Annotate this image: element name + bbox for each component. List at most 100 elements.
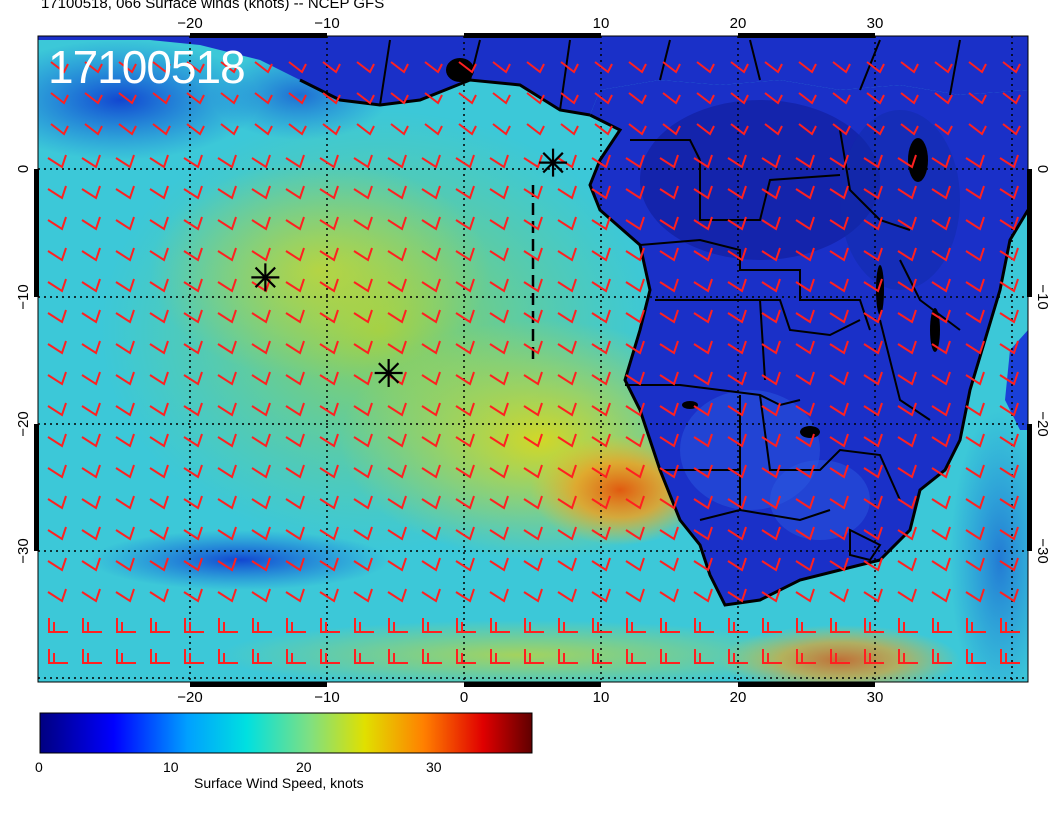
wind-barb: [489, 185, 509, 200]
wind-barb: [285, 371, 305, 386]
wind-barb: [285, 495, 305, 510]
wind-barb: [625, 526, 645, 541]
wind-barb: [693, 557, 713, 572]
wind-barb: [424, 92, 443, 105]
wind-barb: [251, 464, 271, 479]
wind-barb: [217, 526, 237, 541]
wind-barb: [897, 557, 917, 572]
wind-barb: [149, 495, 169, 510]
wind-barb: [931, 402, 951, 417]
wind-barb: [934, 61, 953, 74]
wind-barb: [81, 433, 101, 448]
wind-barb: [217, 371, 237, 386]
wind-barb: [591, 185, 611, 200]
wind-barb: [115, 278, 135, 293]
wind-barb: [150, 618, 170, 633]
wind-barb: [81, 588, 101, 603]
wind-barb: [659, 557, 679, 572]
wind-barb: [421, 340, 441, 355]
wind-barb: [625, 340, 645, 355]
wind-barb: [795, 402, 815, 417]
wind-barb: [149, 526, 169, 541]
wind-barb: [727, 433, 747, 448]
wind-barb: [455, 216, 475, 231]
wind-barb: [455, 309, 475, 324]
wind-barb: [965, 557, 985, 572]
wind-barb: [591, 464, 611, 479]
wind-barb: [319, 495, 339, 510]
wind-barb: [761, 185, 781, 200]
wind-barb: [863, 464, 883, 479]
wind-barb: [863, 588, 883, 603]
wind-barb: [897, 526, 917, 541]
wind-barb: [761, 557, 781, 572]
wind-barb: [557, 433, 577, 448]
lake-tanganyika: [876, 265, 884, 315]
wind-barb: [322, 61, 341, 74]
wind-barb: [897, 185, 917, 200]
wind-barb: [557, 309, 577, 324]
wind-barb: [727, 247, 747, 262]
wind-barb: [152, 123, 171, 136]
wind-barb: [900, 92, 919, 105]
wind-barb: [863, 185, 883, 200]
wind-barb: [866, 61, 885, 74]
wind-barb: [251, 402, 271, 417]
wind-barb: [591, 557, 611, 572]
wind-barb: [557, 340, 577, 355]
wind-barb: [186, 123, 205, 136]
wind-barb: [489, 464, 509, 479]
lat-left-tick: 0: [15, 165, 32, 173]
colorbar-tick: 10: [163, 759, 179, 775]
wind-barb: [659, 371, 679, 386]
wind-barb: [81, 371, 101, 386]
wind-barb: [387, 557, 407, 572]
wind-barb: [319, 588, 339, 603]
wind-barb: [728, 618, 748, 633]
colorbar-tick: 30: [426, 759, 442, 775]
wind-barb: [254, 92, 273, 105]
wind-barb: [660, 649, 680, 664]
wind-barb: [628, 92, 647, 105]
wind-barb: [217, 216, 237, 231]
wind-barb: [764, 92, 783, 105]
wind-barb: [353, 278, 373, 293]
wind-barb: [829, 402, 849, 417]
wind-barb: [217, 185, 237, 200]
wind-barb: [761, 402, 781, 417]
wind-barb: [659, 495, 679, 510]
wind-barb: [798, 92, 817, 105]
wind-barb: [149, 340, 169, 355]
wind-barb: [422, 649, 442, 664]
wind-barb: [761, 526, 781, 541]
wind-barb: [421, 216, 441, 231]
wind-barb: [285, 216, 305, 231]
wind-barb: [696, 61, 715, 74]
marker-1: [539, 148, 568, 177]
wind-barb: [727, 495, 747, 510]
wind-barb: [762, 618, 782, 633]
wind-barb: [356, 61, 375, 74]
wind-barb: [455, 154, 475, 169]
wind-barb: [897, 340, 917, 355]
wind-barb: [424, 61, 443, 74]
coastline: [588, 113, 1028, 607]
colorbar-title: Surface Wind Speed, knots: [194, 775, 364, 791]
wind-barb: [81, 402, 101, 417]
wind-barb: [897, 247, 917, 262]
wind-barb: [796, 649, 816, 664]
wind-barb: [866, 123, 885, 136]
wind-barb: [115, 340, 135, 355]
wind-barb: [934, 92, 953, 105]
wind-barb: [115, 402, 135, 417]
wind-barb: [288, 61, 307, 74]
wind-barb: [421, 464, 441, 479]
wind-barb: [594, 61, 613, 74]
wind-barb: [727, 371, 747, 386]
wind-barb: [829, 185, 849, 200]
wind-barb: [183, 526, 203, 541]
wind-barb: [999, 247, 1019, 262]
wind-barb: [829, 588, 849, 603]
wind-barb: [285, 402, 305, 417]
wind-barb: [489, 247, 509, 262]
